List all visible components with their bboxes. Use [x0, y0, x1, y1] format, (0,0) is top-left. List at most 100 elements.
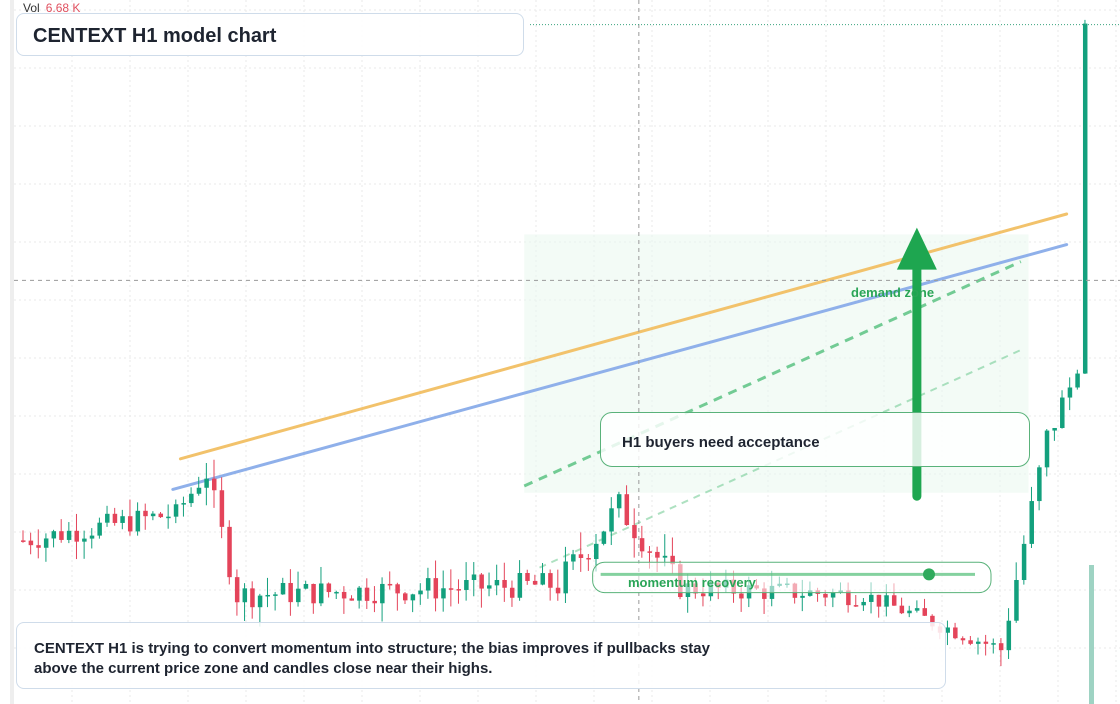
- candle-body: [853, 605, 859, 607]
- candle: [105, 505, 110, 527]
- candle: [1014, 562, 1019, 623]
- candle: [464, 562, 469, 601]
- candle: [357, 585, 362, 609]
- candle-body: [632, 525, 637, 539]
- candle-body: [112, 513, 118, 523]
- candle-body: [418, 590, 423, 595]
- candle-body: [74, 530, 79, 542]
- candle-body: [1021, 543, 1027, 581]
- candle-body: [1082, 23, 1088, 374]
- candle-body: [1075, 373, 1080, 388]
- candle-body: [891, 595, 897, 606]
- candle-body: [930, 615, 935, 627]
- candle: [425, 567, 431, 599]
- candle: [257, 593, 263, 627]
- demand-arrow-head: [896, 227, 937, 270]
- candle-body: [372, 600, 377, 604]
- candle-body: [127, 516, 133, 532]
- candle-body: [823, 593, 828, 598]
- candle-body: [448, 588, 454, 590]
- candle-body: [869, 594, 874, 602]
- candle-body: [670, 555, 675, 565]
- candle-body: [395, 584, 400, 594]
- candle-body: [502, 579, 507, 588]
- candle: [341, 586, 347, 614]
- candle-body: [357, 587, 362, 601]
- candle-body: [739, 593, 744, 599]
- candle-body: [953, 627, 958, 639]
- candle-body: [509, 587, 515, 598]
- candle: [97, 517, 102, 539]
- candle-body: [89, 535, 95, 539]
- volume-label: Vol: [23, 1, 40, 15]
- candle-body: [540, 573, 546, 585]
- candle: [21, 530, 26, 543]
- candle-body: [105, 513, 110, 523]
- candle-body: [219, 490, 225, 527]
- candle-body: [28, 540, 34, 546]
- candle-body: [914, 608, 920, 611]
- candle-body: [899, 605, 905, 614]
- candle-body: [227, 526, 232, 578]
- demand-zone-label: demand zone: [851, 285, 935, 300]
- candle-body: [586, 557, 591, 560]
- candle-body: [43, 538, 49, 548]
- candle: [609, 497, 614, 546]
- acceptance-callout: H1 buyers need acceptance: [600, 412, 1030, 467]
- candle: [28, 532, 34, 555]
- candle-body: [571, 554, 576, 562]
- candle: [548, 569, 553, 601]
- candle: [578, 532, 584, 572]
- candle-body: [830, 592, 836, 598]
- candle-body: [1060, 397, 1065, 428]
- candle: [456, 579, 461, 604]
- candle: [479, 573, 484, 608]
- candle-body: [349, 598, 355, 601]
- candle-body: [464, 580, 469, 590]
- candle-body: [82, 538, 87, 542]
- candle-body: [861, 601, 866, 606]
- candle: [448, 569, 454, 607]
- candle: [509, 580, 515, 607]
- volume-readout: Vol 6.68 K: [23, 1, 80, 15]
- candle: [372, 586, 377, 613]
- candle: [861, 597, 866, 611]
- candle: [296, 571, 301, 607]
- candle: [433, 560, 439, 612]
- candle-body: [494, 579, 500, 586]
- candle: [380, 577, 385, 622]
- candle-body: [51, 531, 57, 539]
- candle: [265, 577, 270, 608]
- candle-body: [846, 590, 851, 606]
- callout-text: H1 buyers need acceptance: [622, 434, 820, 451]
- candle: [1029, 486, 1034, 549]
- candle: [74, 513, 79, 560]
- candle-body: [639, 538, 645, 552]
- candle-body: [456, 589, 461, 591]
- candle: [410, 593, 416, 613]
- candle-body: [433, 578, 439, 599]
- candle: [36, 529, 41, 559]
- candle: [953, 622, 958, 640]
- chart-title-box: CENTEXT H1 model chart: [16, 13, 524, 56]
- candle-body: [976, 641, 981, 644]
- candle: [914, 600, 920, 613]
- candle: [395, 582, 400, 611]
- candle: [876, 594, 882, 618]
- candle-body: [555, 587, 561, 594]
- candle: [143, 503, 148, 530]
- candle: [66, 522, 72, 544]
- candle: [976, 637, 981, 655]
- candle-body: [326, 583, 332, 593]
- candle-body: [1052, 427, 1057, 431]
- chart-left-border: [10, 0, 14, 704]
- candle-body: [150, 513, 156, 517]
- candle-body: [616, 494, 622, 509]
- candle: [158, 512, 164, 518]
- candle-body: [97, 522, 102, 536]
- candle-body: [655, 551, 660, 558]
- candle-body: [578, 554, 584, 558]
- candle-body: [998, 643, 1004, 651]
- candle: [525, 569, 530, 585]
